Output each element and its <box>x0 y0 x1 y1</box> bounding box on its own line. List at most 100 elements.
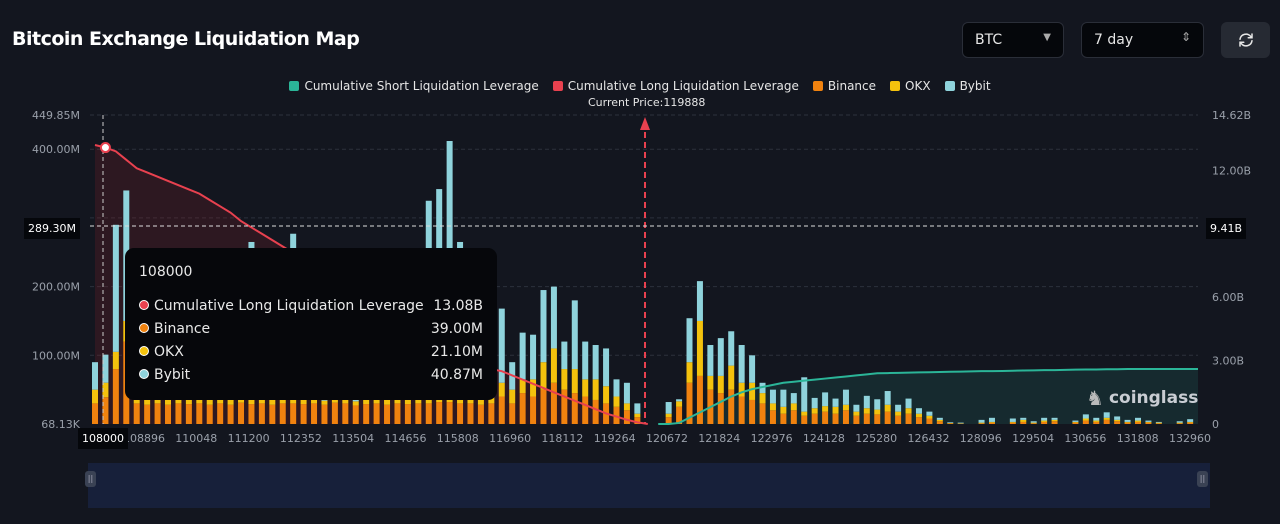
range-select[interactable]: 7 day ⇕ <box>1081 22 1204 58</box>
bar-bybit <box>676 399 683 402</box>
bar-binance <box>1072 422 1079 424</box>
series-dot-icon <box>139 299 149 310</box>
slider-left-handle[interactable]: || <box>85 471 96 487</box>
bar-bybit <box>634 403 641 414</box>
bar-bybit <box>498 308 505 383</box>
bar-okx <box>717 375 724 394</box>
bar-bybit <box>947 422 954 423</box>
legend-item[interactable]: Cumulative Long Liquidation Leverage <box>552 79 799 93</box>
bar-binance <box>165 404 172 424</box>
bar-binance <box>988 422 995 424</box>
bar-bybit <box>530 334 537 380</box>
current-price-label: Current Price:119888 <box>588 96 706 109</box>
tooltip-label: Bybit <box>154 366 191 383</box>
x-tick-label: 128096 <box>960 432 1002 445</box>
legend-item[interactable]: Binance <box>812 79 876 93</box>
bar-binance <box>436 402 443 424</box>
bar-binance <box>832 413 839 424</box>
bar-binance <box>936 421 943 424</box>
legend-item[interactable]: Cumulative Short Liquidation Leverage <box>289 79 539 93</box>
bar-bybit <box>905 398 912 409</box>
tooltip-label: Binance <box>154 320 211 337</box>
bar-okx <box>1145 421 1152 423</box>
bar-binance <box>1030 423 1037 424</box>
bar-bybit <box>1041 417 1048 421</box>
bar-bybit <box>1155 421 1162 423</box>
bar-okx <box>1009 421 1016 423</box>
bar-binance <box>425 403 432 424</box>
bar-binance <box>238 402 245 424</box>
bar-okx <box>1020 419 1027 422</box>
bar-bybit <box>957 422 964 424</box>
coin-select[interactable]: BTC ▼ <box>962 22 1064 58</box>
bar-bybit <box>1135 417 1141 421</box>
x-tick-label: 114656 <box>385 432 427 445</box>
bar-bybit <box>592 345 599 380</box>
bar-bybit <box>780 389 787 407</box>
bar-binance <box>133 403 140 424</box>
bar-bybit <box>582 341 589 380</box>
bar-binance <box>457 403 464 424</box>
bar-binance <box>926 418 933 424</box>
tooltip-label: Cumulative Long Liquidation Leverage <box>154 297 424 314</box>
bar-binance <box>248 404 255 424</box>
x-tick-label: 132960 <box>1169 432 1211 445</box>
bar-okx <box>571 369 578 394</box>
bar-bybit <box>863 395 870 409</box>
bar-bybit <box>707 345 714 376</box>
legend-item[interactable]: Bybit <box>944 79 991 93</box>
page-title: Bitcoin Exchange Liquidation Map <box>12 28 360 50</box>
bar-binance <box>749 399 756 424</box>
bar-okx <box>154 397 161 404</box>
y-right-tick-label: 14.62B <box>1212 109 1251 122</box>
bar-okx <box>696 320 703 376</box>
x-tick-label: 111200 <box>228 432 270 445</box>
bar-binance <box>206 404 213 424</box>
slider-right-handle[interactable]: || <box>1197 471 1208 487</box>
bar-binance <box>477 404 484 424</box>
bar-okx <box>1041 420 1048 422</box>
refresh-button[interactable] <box>1221 22 1270 58</box>
bar-binance <box>1135 421 1141 424</box>
bar-binance <box>1176 423 1183 424</box>
bar-okx <box>728 365 735 390</box>
tooltip-row: Cumulative Long Liquidation Leverage 13.0… <box>139 294 483 317</box>
x-tick-label: 108896 <box>123 432 165 445</box>
x-tick-label: 115808 <box>437 432 479 445</box>
bar-bybit <box>738 345 745 383</box>
bar-okx <box>217 397 224 404</box>
bar-binance <box>884 411 891 424</box>
bar-binance <box>290 403 297 424</box>
y-left-tick-label: 68.13K <box>41 418 80 431</box>
x-tick-label: 119264 <box>594 432 636 445</box>
bar-okx <box>269 399 276 405</box>
bar-okx <box>790 403 797 411</box>
bar-okx <box>1082 418 1089 421</box>
tooltip-row: Binance 39.00M <box>139 317 483 340</box>
bar-bybit <box>1103 412 1110 418</box>
bar-bybit <box>988 417 995 422</box>
bar-okx <box>373 398 380 404</box>
bar-bybit <box>623 382 630 404</box>
bar-binance <box>92 403 98 424</box>
bar-binance <box>717 393 724 424</box>
bar-okx <box>384 399 391 405</box>
bar-binance <box>342 403 349 424</box>
bar-okx <box>801 411 808 416</box>
bar-binance <box>853 415 860 424</box>
bar-binance <box>978 423 985 424</box>
bar-binance <box>561 389 568 424</box>
bar-okx <box>895 411 902 416</box>
x-tick-label: 130656 <box>1064 432 1106 445</box>
series-dot-icon <box>139 368 149 379</box>
bar-okx <box>185 399 192 405</box>
bar-okx <box>936 419 943 422</box>
range-slider[interactable] <box>88 463 1210 508</box>
tooltip-value: 39.00M <box>430 320 483 337</box>
bar-okx <box>509 389 516 404</box>
legend-item[interactable]: OKX <box>890 79 931 93</box>
crosshair-left-label: 289.30M <box>24 218 80 239</box>
bar-binance <box>258 403 265 424</box>
bar-bybit <box>874 399 881 410</box>
bar-okx <box>749 382 756 400</box>
